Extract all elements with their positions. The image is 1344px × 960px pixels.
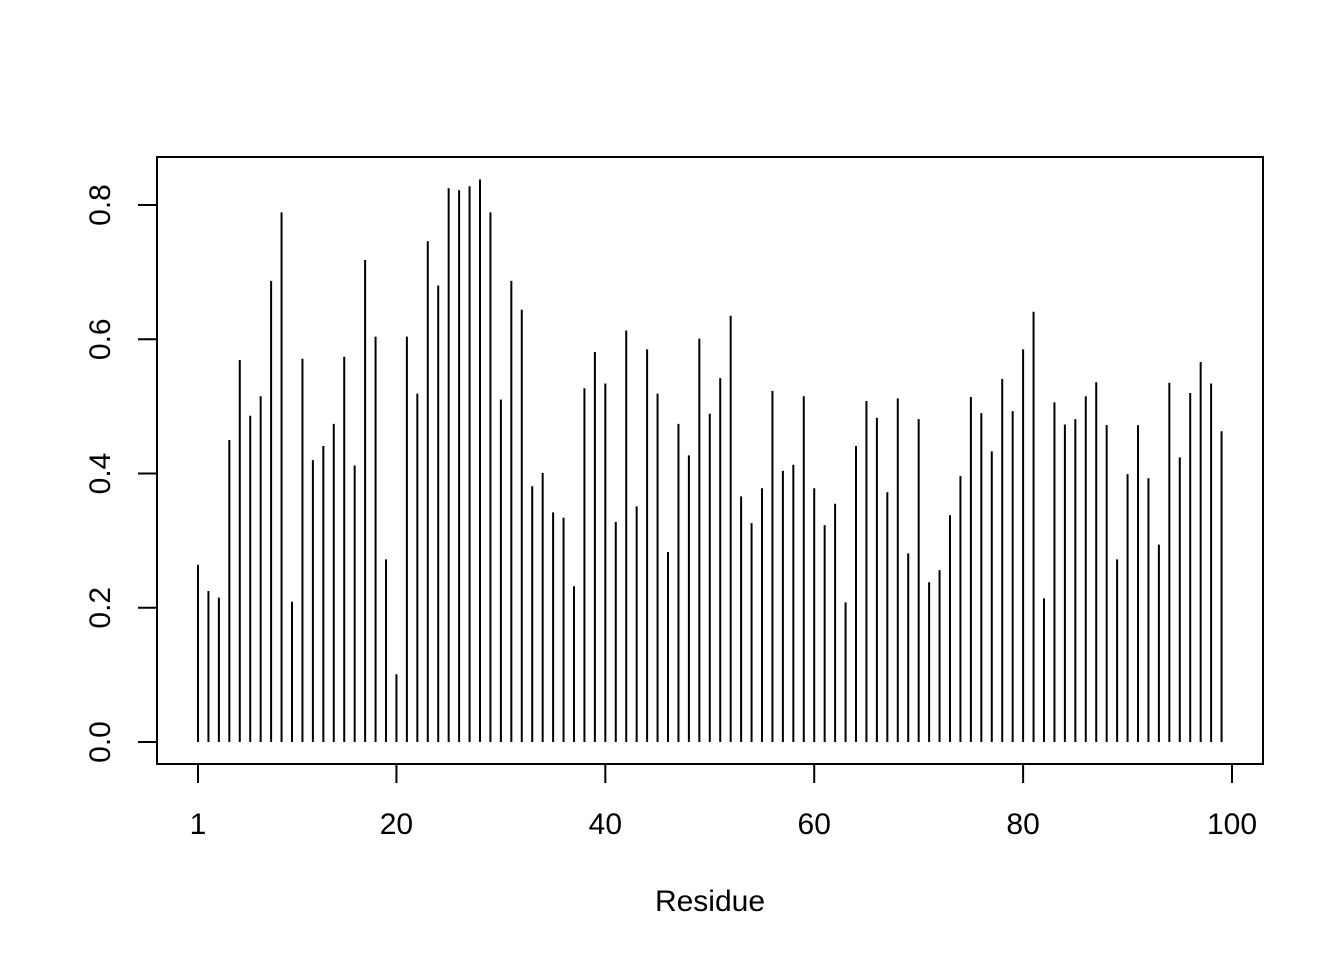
- y-tick-label-0.4: 0.4: [84, 453, 117, 495]
- x-tick-label-100: 100: [1207, 808, 1257, 841]
- x-tick-label-1: 1: [190, 808, 207, 841]
- y-tick-label-0.6: 0.6: [84, 318, 117, 360]
- x-axis-title: Residue: [655, 885, 765, 918]
- y-axis: 0.0 0.2 0.4 0.6 0.8: [84, 184, 158, 763]
- x-tick-label-40: 40: [589, 808, 622, 841]
- y-tick-label-0.0: 0.0: [84, 721, 117, 763]
- x-tick-label-60: 60: [798, 808, 831, 841]
- x-tick-label-80: 80: [1006, 808, 1039, 841]
- data-lines: [197, 179, 1223, 742]
- y-tick-label-0.2: 0.2: [84, 587, 117, 629]
- x-axis: 1 20 40 60 80 100: [190, 763, 1257, 841]
- y-tick-label-0.8: 0.8: [84, 184, 117, 226]
- x-tick-label-20: 20: [380, 808, 413, 841]
